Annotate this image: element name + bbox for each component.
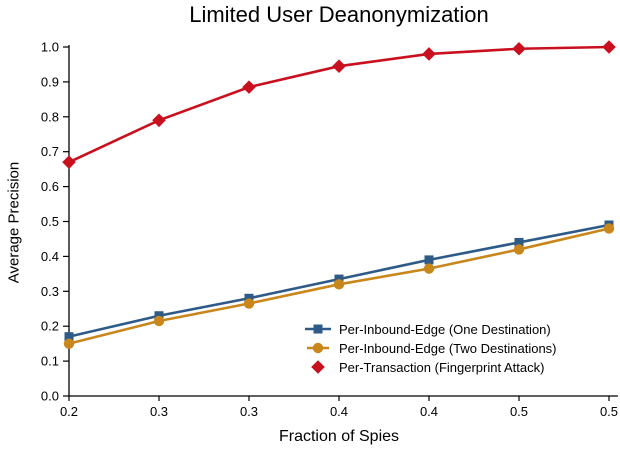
data-point-circle [63,338,75,349]
x-tick-label: 0.3 [240,404,258,419]
data-point-square [334,274,344,284]
circle-marker-icon [307,342,329,354]
legend-item-per-transaction-fingerprint-attack: Per-Transaction (Fingerprint Attack) [303,358,557,376]
y-tick-label: 0.7 [41,144,59,159]
data-point-diamond [422,47,436,61]
x-tick-label: 0.4 [330,404,348,419]
y-tick-label: 0.1 [41,354,59,369]
data-point-diamond [602,40,616,54]
x-tick-label: 0.3 [150,404,168,419]
legend: Per-Inbound-Edge (One Destination) Per-I… [303,320,557,376]
data-point-circle [243,298,255,309]
data-point-square [514,237,524,247]
y-tick-label: 0.4 [41,249,59,264]
y-tick-label: 0.5 [41,214,59,229]
data-point-square [154,311,164,321]
x-axis-label: Fraction of Spies [278,428,400,445]
x-tick-label: 0.5 [600,404,618,419]
legend-label: Per-Inbound-Edge (One Destination) [339,321,551,337]
chart-title: Limited User Deanonymization [189,2,489,27]
y-tick-label: 0.3 [41,284,59,299]
y-tick-label: 1.0 [41,40,59,55]
data-point-diamond [512,41,526,56]
data-point-diamond [242,80,256,94]
legend-square-glyph [313,324,323,334]
data-point-square [64,332,74,342]
data-point-circle [153,315,165,327]
data-point-diamond [332,59,346,73]
y-tick-label: 0.8 [41,109,59,124]
legend-label: Per-Transaction (Fingerprint Attack) [339,359,545,375]
x-tick-label: 0.2 [60,404,78,419]
legend-item-per-inbound-edge-two-destinations: Per-Inbound-Edge (Two Destinations) [303,339,557,357]
y-tick-label: 0.6 [41,179,59,194]
data-point-circle [513,244,525,255]
legend-item-per-inbound-edge-one-destination: Per-Inbound-Edge (One Destination) [303,320,557,338]
square-marker-icon [305,324,331,334]
legend-label: Per-Inbound-Edge (Two Destinations) [339,340,557,356]
data-point-circle [603,223,615,234]
y-tick-label: 0.2 [41,319,59,334]
data-point-square [424,255,434,265]
legend-diamond-glyph [311,360,325,374]
y-tick-label: 0.9 [41,74,59,89]
data-point-circle [423,263,435,274]
x-tick-label: 0.4 [420,404,438,419]
y-tick-label: 0.0 [41,389,59,404]
data-point-diamond [62,155,76,169]
x-tick-label: 0.5 [510,404,528,419]
diamond-marker-icon [311,360,325,374]
legend-circle-glyph [312,342,324,354]
data-point-diamond [152,113,166,128]
data-point-square [244,293,254,303]
data-point-circle [333,279,345,290]
